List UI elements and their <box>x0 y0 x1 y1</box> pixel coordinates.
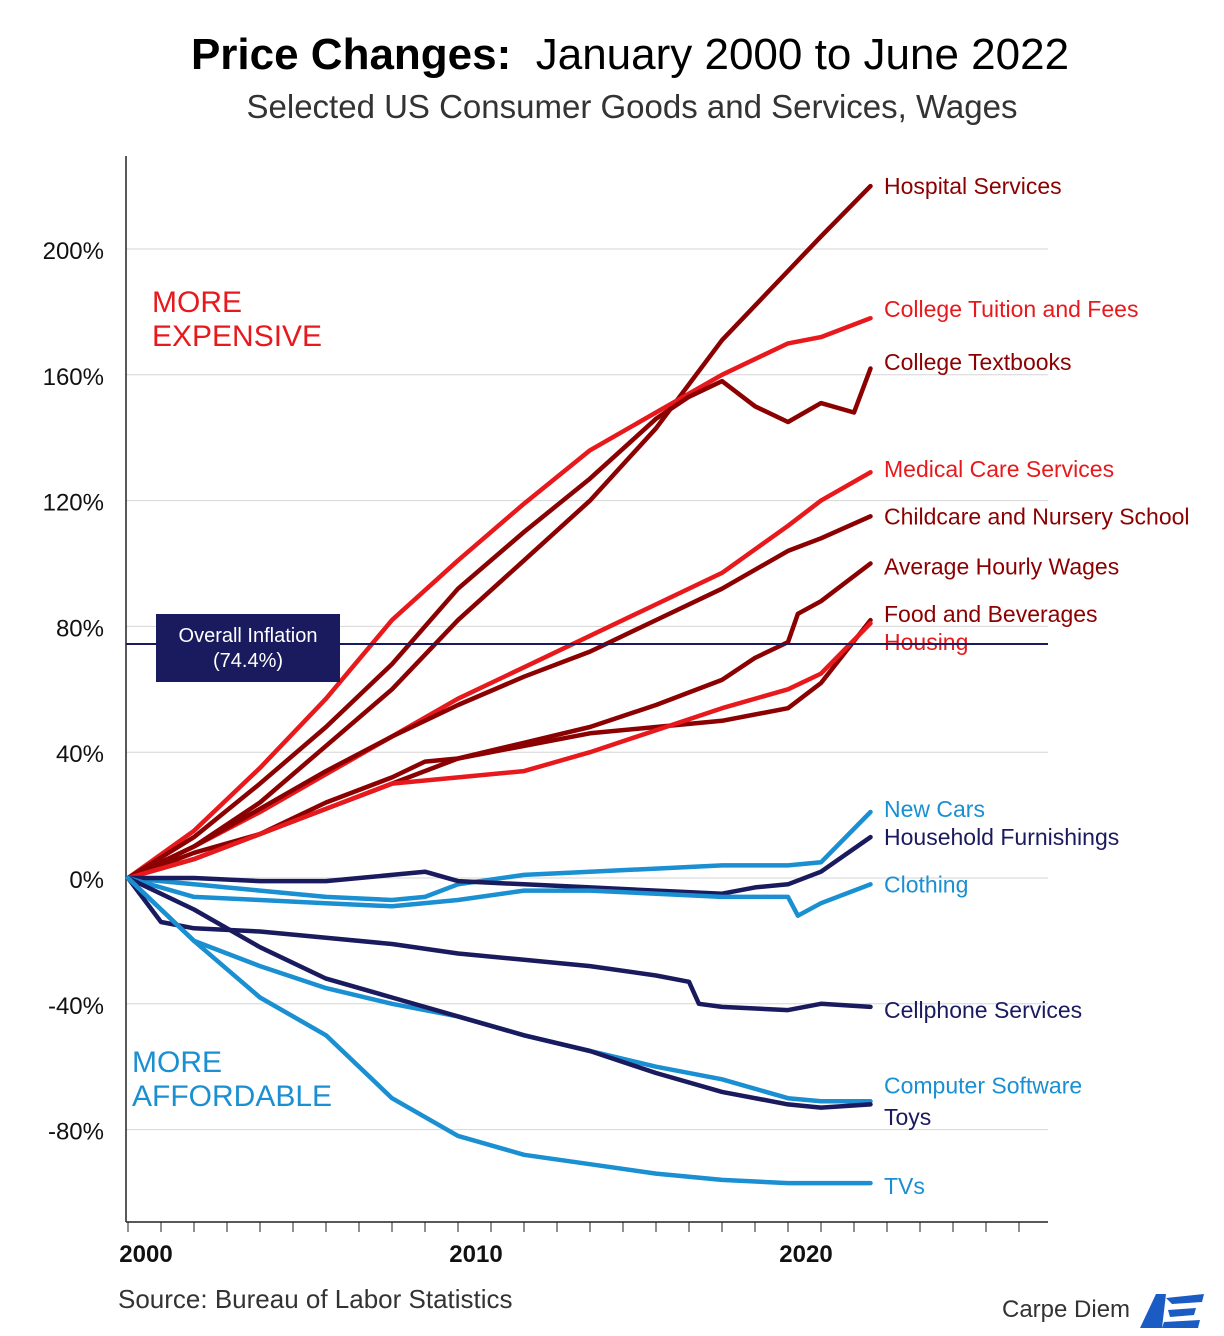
y-tick-label: 80% <box>56 615 104 642</box>
y-tick-label: 200% <box>43 238 104 265</box>
series-line <box>125 875 873 918</box>
chart-title: Price Changes: January 2000 to June 2022 <box>0 30 1224 80</box>
more-expensive-line2: EXPENSIVE <box>152 320 322 353</box>
y-tick-label: -80% <box>48 1119 104 1146</box>
y-tick-label: -40% <box>48 993 104 1020</box>
y-tick-label: 0% <box>69 867 104 894</box>
series-line <box>125 809 873 903</box>
brand: Carpe Diem <box>1002 1290 1208 1330</box>
series-label: Household Furnishings <box>884 824 1119 850</box>
x-tick-label: 2020 <box>779 1241 832 1268</box>
series-line <box>125 183 873 881</box>
series-line <box>125 366 873 881</box>
series-label: New Cars <box>884 796 985 822</box>
inflation-box <box>156 614 340 682</box>
more-affordable-line2: AFFORDABLE <box>132 1080 332 1113</box>
series-line <box>125 875 873 1104</box>
brand-text: Carpe Diem <box>1002 1296 1131 1323</box>
series-label: Computer Software <box>884 1073 1082 1099</box>
series-line <box>125 470 873 881</box>
series-label: College Tuition and Fees <box>884 296 1138 322</box>
inflation-box-line1: Overall Inflation <box>179 625 318 647</box>
series-label: Cellphone Services <box>884 997 1082 1023</box>
series-label: Toys <box>884 1104 931 1130</box>
inflation-box-line2: (74.4%) <box>213 650 283 672</box>
more-expensive-line1: MORE <box>152 286 242 319</box>
chart-title-bold: Price Changes: <box>190 30 512 79</box>
series-label: Food and Beverages <box>884 601 1098 627</box>
y-tick-label: 160% <box>43 364 104 391</box>
aei-logo-icon <box>1140 1294 1205 1328</box>
series-line <box>125 514 873 881</box>
chart-title-rest: January 2000 to June 2022 <box>535 30 1070 79</box>
chart-subtitle: Selected US Consumer Goods and Services,… <box>246 88 1018 125</box>
series-line <box>125 875 873 1110</box>
series-label: College Textbooks <box>884 349 1072 375</box>
series-label: TVs <box>884 1173 925 1199</box>
series-label: Medical Care Services <box>884 456 1114 482</box>
y-tick-label: 120% <box>43 490 104 517</box>
x-tick-label: 2000 <box>119 1241 172 1268</box>
series-line <box>125 875 873 1186</box>
series-label: Hospital Services <box>884 173 1062 199</box>
series-label: Housing <box>884 629 968 655</box>
more-affordable-line1: MORE <box>132 1046 222 1079</box>
series-label: Childcare and Nursery School <box>884 503 1190 529</box>
x-tick-label: 2010 <box>449 1241 502 1268</box>
series-line <box>125 834 873 896</box>
source-note: Source: Bureau of Labor Statistics <box>118 1284 513 1314</box>
series-label: Average Hourly Wages <box>884 554 1119 580</box>
y-tick-label: 40% <box>56 741 104 768</box>
series-line <box>125 561 873 881</box>
series-label: Clothing <box>884 871 968 897</box>
series-line <box>125 621 873 881</box>
series-line <box>125 315 873 881</box>
